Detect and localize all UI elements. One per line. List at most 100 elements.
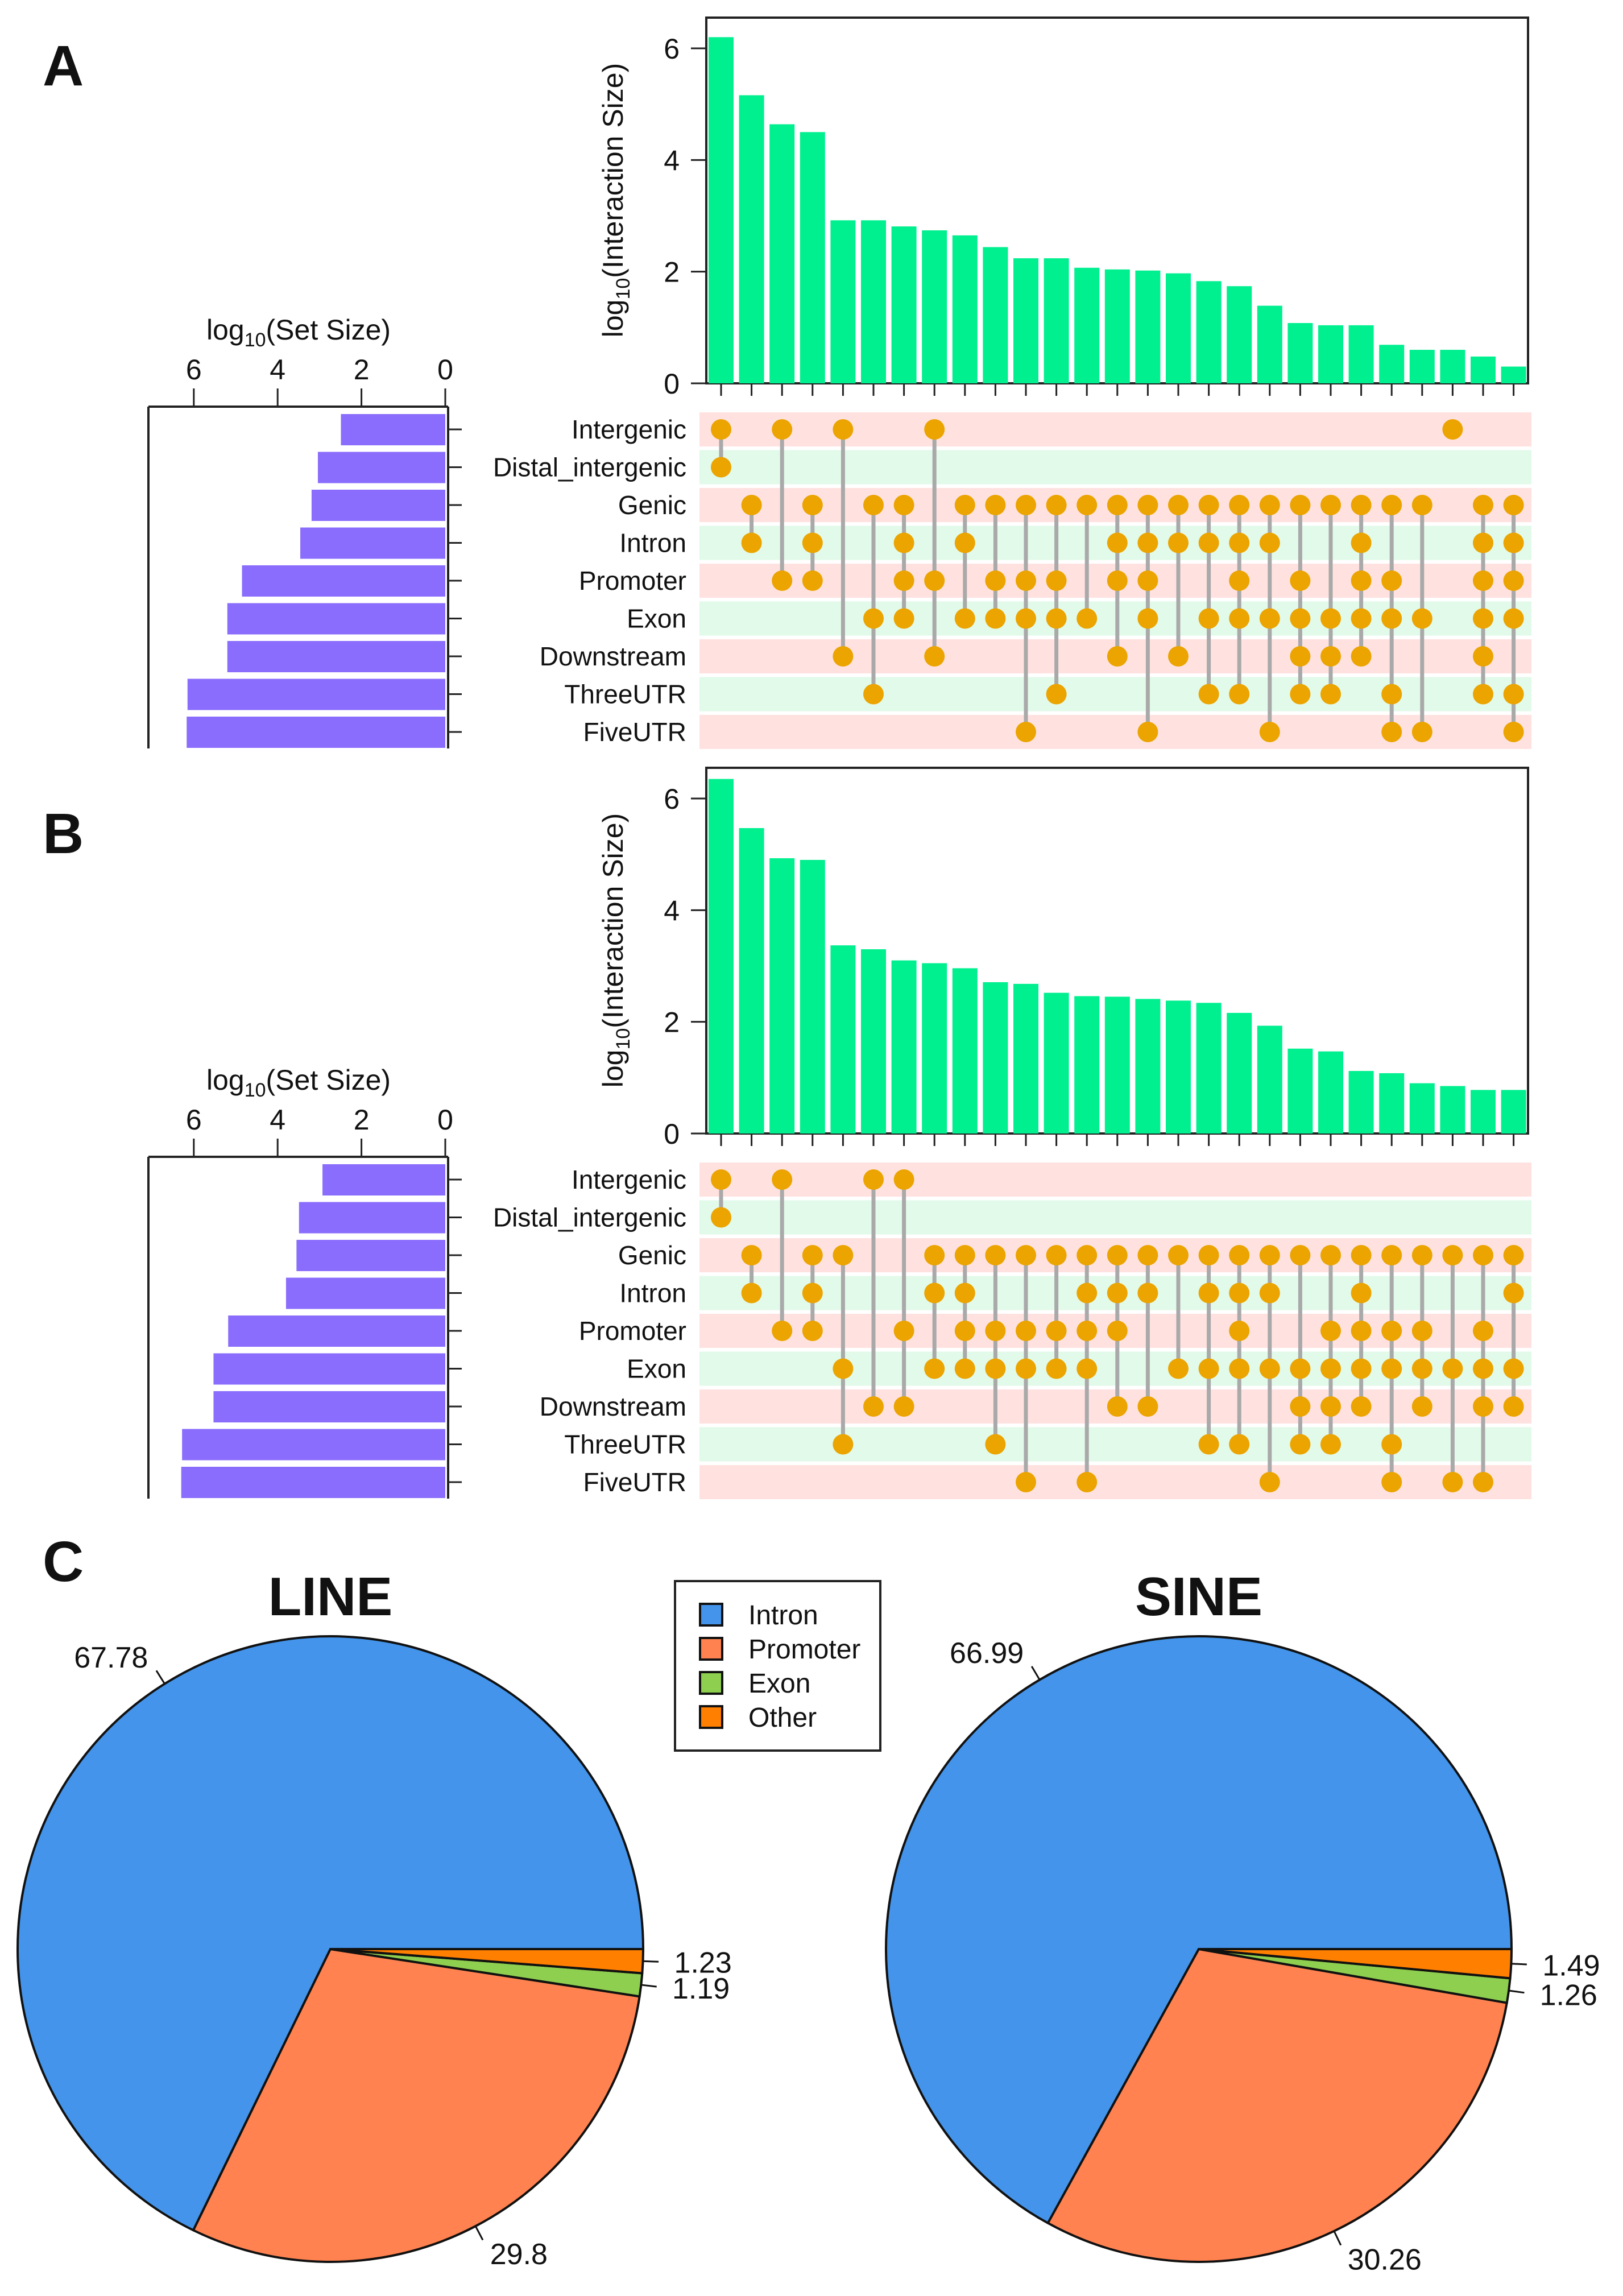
set-size-bar bbox=[181, 1467, 445, 1498]
matrix-dot bbox=[985, 570, 1006, 591]
matrix-dot bbox=[863, 1169, 884, 1190]
matrix-dot bbox=[1351, 495, 1372, 515]
intersection-bar bbox=[922, 230, 947, 383]
matrix-dot bbox=[1290, 1434, 1311, 1455]
matrix-dot bbox=[863, 608, 884, 629]
matrix-dot bbox=[1290, 608, 1311, 629]
set-label: Distal_intergenic bbox=[493, 453, 686, 482]
set-label: Downstream bbox=[540, 1392, 686, 1421]
matrix-dot bbox=[985, 495, 1006, 515]
set-label: Intergenic bbox=[572, 415, 686, 444]
matrix-dot bbox=[924, 1245, 945, 1265]
matrix-dot bbox=[1503, 495, 1524, 515]
matrix-dot bbox=[985, 1434, 1006, 1455]
matrix-dot bbox=[1503, 1245, 1524, 1265]
matrix-row-band bbox=[699, 1163, 1531, 1197]
matrix-dot bbox=[1046, 684, 1067, 705]
y-tick-label: 0 bbox=[664, 368, 680, 400]
pie-label-leader bbox=[1508, 1989, 1525, 1994]
intersection-bar bbox=[709, 779, 734, 1133]
pie-title: SINE bbox=[1135, 1566, 1262, 1627]
intersection-bar bbox=[1196, 281, 1222, 383]
matrix-dot bbox=[741, 1283, 762, 1304]
matrix-dot bbox=[1503, 1396, 1524, 1417]
matrix-dot bbox=[954, 532, 975, 553]
matrix-dot bbox=[1473, 495, 1493, 515]
matrix-dot bbox=[1381, 608, 1402, 629]
matrix-dot bbox=[1411, 722, 1432, 742]
pie-label: 1.19 bbox=[672, 1972, 730, 2005]
intersection-bar bbox=[830, 220, 856, 383]
matrix-dot bbox=[711, 1207, 731, 1228]
matrix-dot bbox=[1046, 1321, 1067, 1341]
intersection-bar bbox=[1166, 273, 1191, 383]
matrix-dot bbox=[1016, 1472, 1036, 1492]
matrix-dot bbox=[1168, 1358, 1189, 1379]
intersection-bar bbox=[800, 132, 825, 384]
y-axis-label-prefix: log bbox=[597, 1050, 629, 1088]
matrix-dot bbox=[893, 1321, 914, 1341]
matrix-dot bbox=[1320, 495, 1341, 515]
matrix-dot bbox=[893, 1396, 914, 1417]
matrix-dot bbox=[1077, 1358, 1098, 1379]
intersection-bar bbox=[1074, 267, 1100, 383]
set-size-bar bbox=[322, 1164, 445, 1195]
matrix-dot bbox=[711, 1169, 731, 1190]
matrix-dot bbox=[1381, 1434, 1402, 1455]
matrix-dot bbox=[1473, 1472, 1493, 1492]
intersection-bar bbox=[1379, 345, 1405, 383]
y-axis-label: log10(Interaction Size) bbox=[597, 63, 634, 338]
intersection-bar bbox=[1104, 996, 1130, 1133]
set-size-axis-label: log10(Set Size) bbox=[206, 314, 391, 351]
intersection-bar bbox=[1409, 1083, 1435, 1133]
panel-letter-c: C bbox=[43, 1530, 84, 1594]
matrix-row-band bbox=[699, 1427, 1531, 1462]
matrix-dot bbox=[985, 608, 1006, 629]
matrix-dot bbox=[1229, 1321, 1250, 1341]
matrix-dot bbox=[1168, 532, 1189, 553]
matrix-dot bbox=[1503, 722, 1524, 742]
matrix-row-band bbox=[699, 450, 1531, 485]
intersection-bar bbox=[1166, 1000, 1191, 1133]
intersection-bar bbox=[922, 963, 947, 1133]
matrix-dot bbox=[1229, 532, 1250, 553]
matrix-row-band bbox=[699, 1465, 1531, 1499]
set-size-bar bbox=[213, 1391, 445, 1422]
matrix-dot bbox=[1411, 1396, 1432, 1417]
matrix-dot bbox=[1473, 570, 1493, 591]
intersection-bar bbox=[983, 247, 1008, 383]
y-tick-label: 4 bbox=[664, 144, 680, 176]
intersection-bar bbox=[1379, 1073, 1405, 1133]
intersection-bar bbox=[861, 949, 886, 1133]
matrix-dot bbox=[1381, 684, 1402, 705]
matrix-dot bbox=[1320, 684, 1341, 705]
matrix-dot bbox=[1290, 1245, 1311, 1265]
set-size-bar bbox=[227, 603, 445, 635]
set-size-bar bbox=[299, 1202, 445, 1234]
set-label: Promoter bbox=[579, 566, 686, 595]
matrix-dot bbox=[802, 495, 823, 515]
intersection-bar bbox=[1135, 270, 1161, 383]
matrix-dot bbox=[802, 532, 823, 553]
intersection-bar bbox=[1013, 258, 1038, 383]
pie-label: 1.23 bbox=[674, 1946, 732, 1979]
matrix-dot bbox=[1473, 532, 1493, 553]
set-size-bar bbox=[228, 1315, 445, 1347]
matrix-dot bbox=[1168, 1245, 1189, 1265]
intersection-bar bbox=[1287, 322, 1313, 383]
set-size-bar bbox=[187, 679, 445, 710]
y-tick-label: 2 bbox=[664, 1007, 680, 1039]
matrix-dot bbox=[1503, 608, 1524, 629]
set-size-bar bbox=[187, 717, 445, 748]
set-size-tick-label: 0 bbox=[437, 354, 453, 386]
set-size-label-prefix: log bbox=[206, 1064, 245, 1096]
matrix-dot bbox=[1381, 722, 1402, 742]
matrix-dot bbox=[1198, 608, 1219, 629]
matrix-dot bbox=[1259, 608, 1280, 629]
set-size-tick-label: 0 bbox=[437, 1104, 453, 1136]
matrix-dot bbox=[1290, 495, 1311, 515]
set-size-bar bbox=[213, 1353, 445, 1385]
pie-label-leader bbox=[1333, 2231, 1342, 2246]
matrix-dot bbox=[1442, 1245, 1463, 1265]
set-size-bar bbox=[296, 1240, 445, 1271]
